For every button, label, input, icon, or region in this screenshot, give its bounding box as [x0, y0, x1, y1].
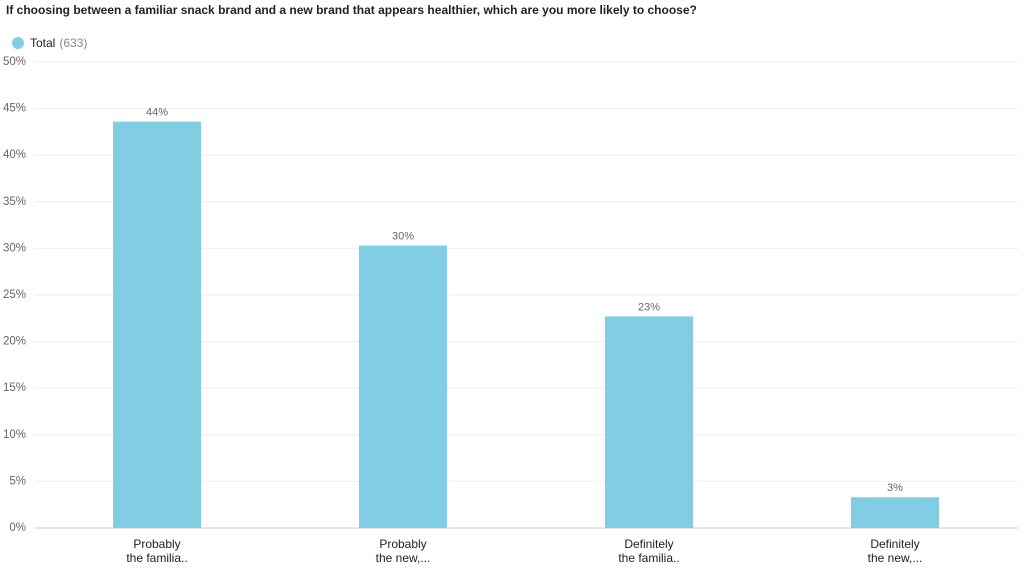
legend-label: Total — [30, 36, 55, 50]
value-label: 30% — [392, 231, 414, 243]
y-tick-label: 45% — [3, 103, 26, 115]
y-tick-label: 25% — [3, 289, 26, 301]
y-tick-label: 5% — [9, 475, 26, 487]
x-tick-label: Probably — [133, 537, 180, 551]
legend-count: (633) — [59, 36, 87, 50]
y-tick-label: 15% — [3, 382, 26, 394]
value-label: 44% — [146, 107, 168, 119]
x-tick-label: the familia.. — [618, 551, 679, 565]
y-tick-label: 10% — [3, 429, 26, 441]
x-tick-label: Definitely — [870, 537, 919, 551]
y-tick-label: 50% — [3, 56, 26, 68]
x-tick-label: the new,... — [376, 551, 431, 565]
x-tick-label: the new,... — [868, 551, 923, 565]
y-tick-label: 35% — [3, 196, 26, 208]
bar — [851, 497, 939, 528]
y-tick-label: 30% — [3, 242, 26, 254]
bar — [359, 245, 447, 528]
x-tick-label: the familia.. — [126, 551, 187, 565]
bar — [113, 121, 201, 528]
y-tick-label: 0% — [9, 522, 26, 534]
legend-marker — [12, 37, 24, 49]
chart-title: If choosing between a familiar snack bra… — [6, 3, 697, 17]
x-tick-label: Probably — [379, 537, 426, 551]
bar — [605, 316, 693, 528]
y-tick-label: 40% — [3, 149, 26, 161]
value-label: 23% — [638, 301, 660, 313]
y-tick-label: 20% — [3, 336, 26, 348]
value-label: 3% — [887, 482, 903, 494]
x-tick-label: Definitely — [624, 537, 673, 551]
